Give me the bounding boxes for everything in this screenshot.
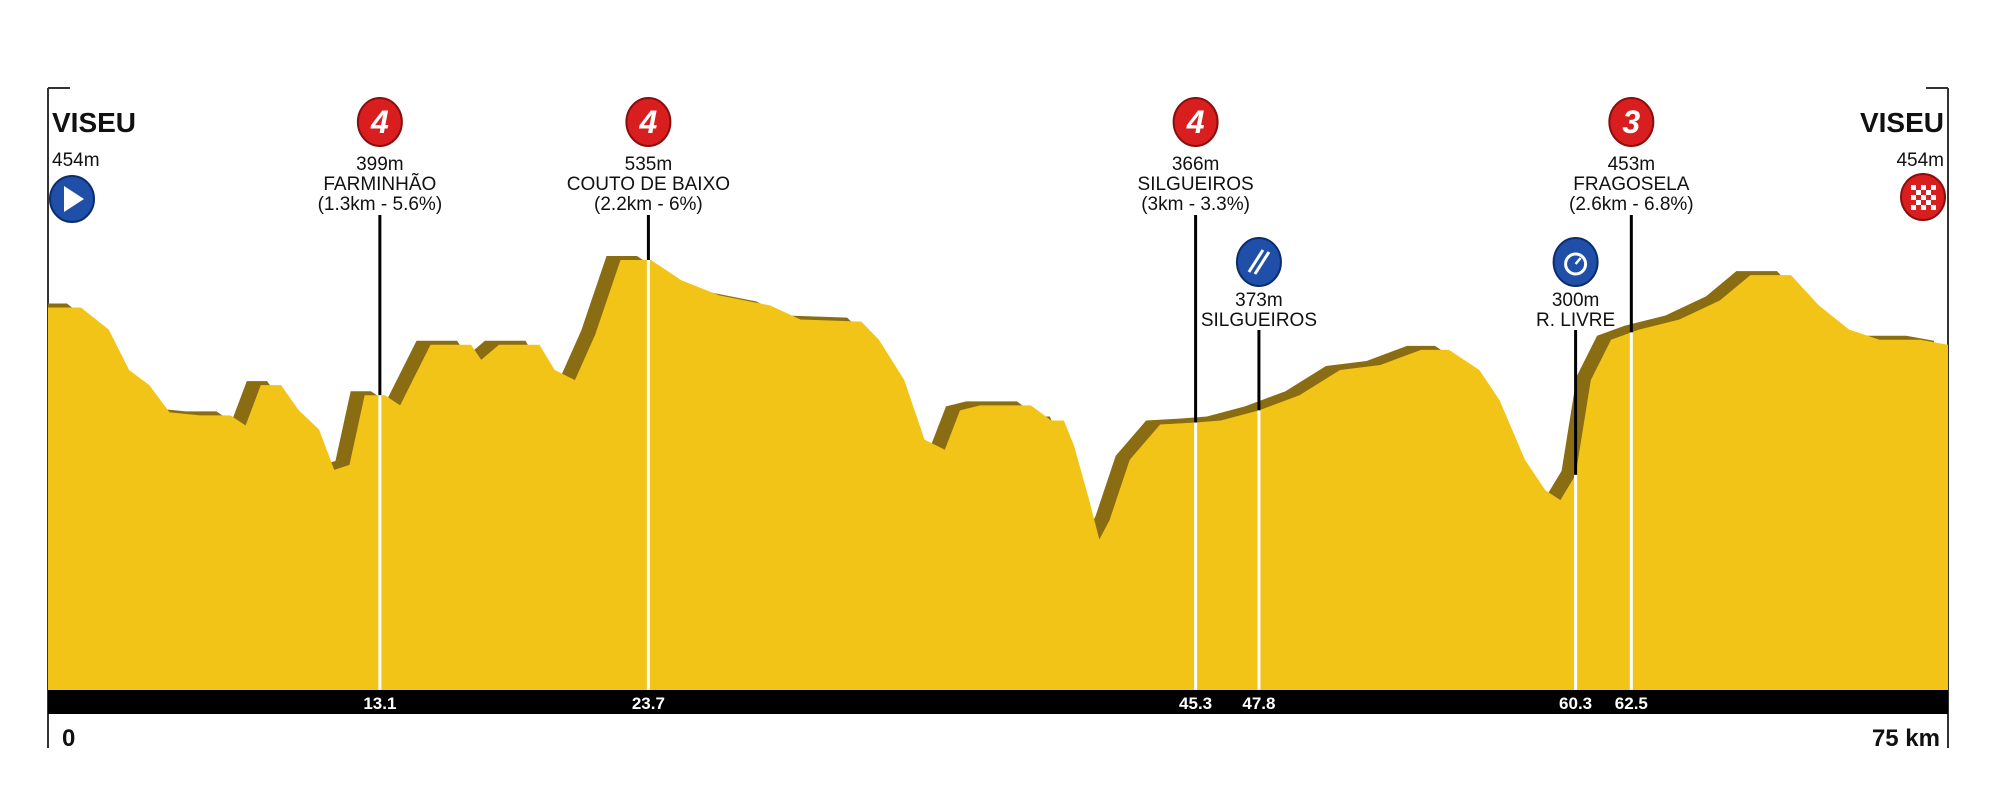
- climb-category-icon: 4: [625, 97, 672, 147]
- km-label: 23.7: [632, 694, 665, 713]
- stopwatch-icon: [1552, 237, 1599, 287]
- badge-circle: [356, 97, 403, 147]
- marker-name: FARMINHÃO: [323, 173, 436, 195]
- marker-name: SILGUEIROS: [1201, 310, 1317, 331]
- badge-circle: [1552, 237, 1599, 287]
- climb-category-number: 4: [639, 104, 658, 140]
- marker-elevation: 399m: [356, 154, 404, 175]
- distance-bar: [48, 690, 1948, 714]
- km-label: 60.3: [1559, 694, 1592, 713]
- climb-category-icon: 4: [356, 97, 403, 147]
- marker-detail: (3km - 3.3%): [1141, 194, 1250, 215]
- flag-square: [1916, 200, 1921, 205]
- climb-category-number: 4: [1186, 104, 1205, 140]
- marker-elevation: 373m: [1235, 290, 1283, 311]
- start-city: VISEU: [52, 107, 136, 138]
- sprint-stripe: [1253, 251, 1271, 275]
- km-label: 62.5: [1615, 694, 1648, 713]
- flag-square: [1911, 205, 1916, 210]
- start-arrow-icon: [49, 175, 95, 223]
- finish-elevation: 454m: [1896, 150, 1944, 171]
- marker-name: FRAGOSELA: [1573, 174, 1689, 195]
- marker-elevation: 453m: [1608, 154, 1656, 175]
- flag-square: [1926, 190, 1931, 195]
- x-axis-end-label: 75 km: [1872, 725, 1940, 752]
- flag-square: [1931, 195, 1936, 200]
- marker-detail: (1.3km - 5.6%): [318, 194, 443, 215]
- badge-circle: [625, 97, 672, 147]
- marker-detail: (2.2km - 6%): [594, 194, 703, 215]
- checkered-flag-icon: [1900, 173, 1946, 221]
- flag-square: [1921, 195, 1926, 200]
- profile-area: [48, 260, 1948, 690]
- climb-category-number: 3: [1622, 104, 1640, 140]
- sprint-stripe: [1247, 249, 1265, 273]
- finish-city: VISEU: [1860, 107, 1944, 138]
- stopwatch-hand: [1574, 257, 1582, 265]
- x-axis-start-label: 0: [62, 725, 75, 752]
- flag-square: [1931, 185, 1936, 190]
- stopwatch-face: [1564, 252, 1588, 276]
- badge-circle: [1235, 237, 1282, 287]
- flag-square: [1921, 185, 1926, 190]
- climb-category-icon: 3: [1608, 97, 1655, 147]
- sprint-icon: [1235, 237, 1282, 287]
- flag-square: [1911, 195, 1916, 200]
- flag-square: [1921, 205, 1926, 210]
- marker-elevation: 366m: [1172, 154, 1220, 175]
- flag-square: [1926, 200, 1931, 205]
- climb-category-number: 4: [370, 104, 389, 140]
- flag-square: [1916, 190, 1921, 195]
- marker-elevation: 300m: [1552, 290, 1600, 311]
- marker-name: COUTO DE BAIXO: [567, 174, 730, 195]
- km-label: 13.1: [363, 694, 396, 713]
- start-block: VISEU 454m: [49, 107, 136, 223]
- marker-detail: (2.6km - 6.8%): [1569, 194, 1694, 215]
- km-labels: 13.1 23.7 45.3 47.8 60.3 62.5: [363, 694, 1648, 713]
- marker-elevation: 535m: [625, 154, 673, 175]
- badge-circle: [1608, 97, 1655, 147]
- badge-circle: [1172, 97, 1219, 147]
- km-label: 45.3: [1179, 694, 1212, 713]
- climb-category-icon: 4: [1172, 97, 1219, 147]
- flag-square: [1931, 205, 1936, 210]
- marker-name: R. LIVRE: [1536, 310, 1615, 331]
- marker-name: SILGUEIROS: [1138, 174, 1254, 195]
- km-label: 47.8: [1242, 694, 1275, 713]
- start-elevation: 454m: [52, 150, 100, 171]
- finish-block: VISEU 454m: [1860, 107, 1946, 221]
- flag-square: [1911, 185, 1916, 190]
